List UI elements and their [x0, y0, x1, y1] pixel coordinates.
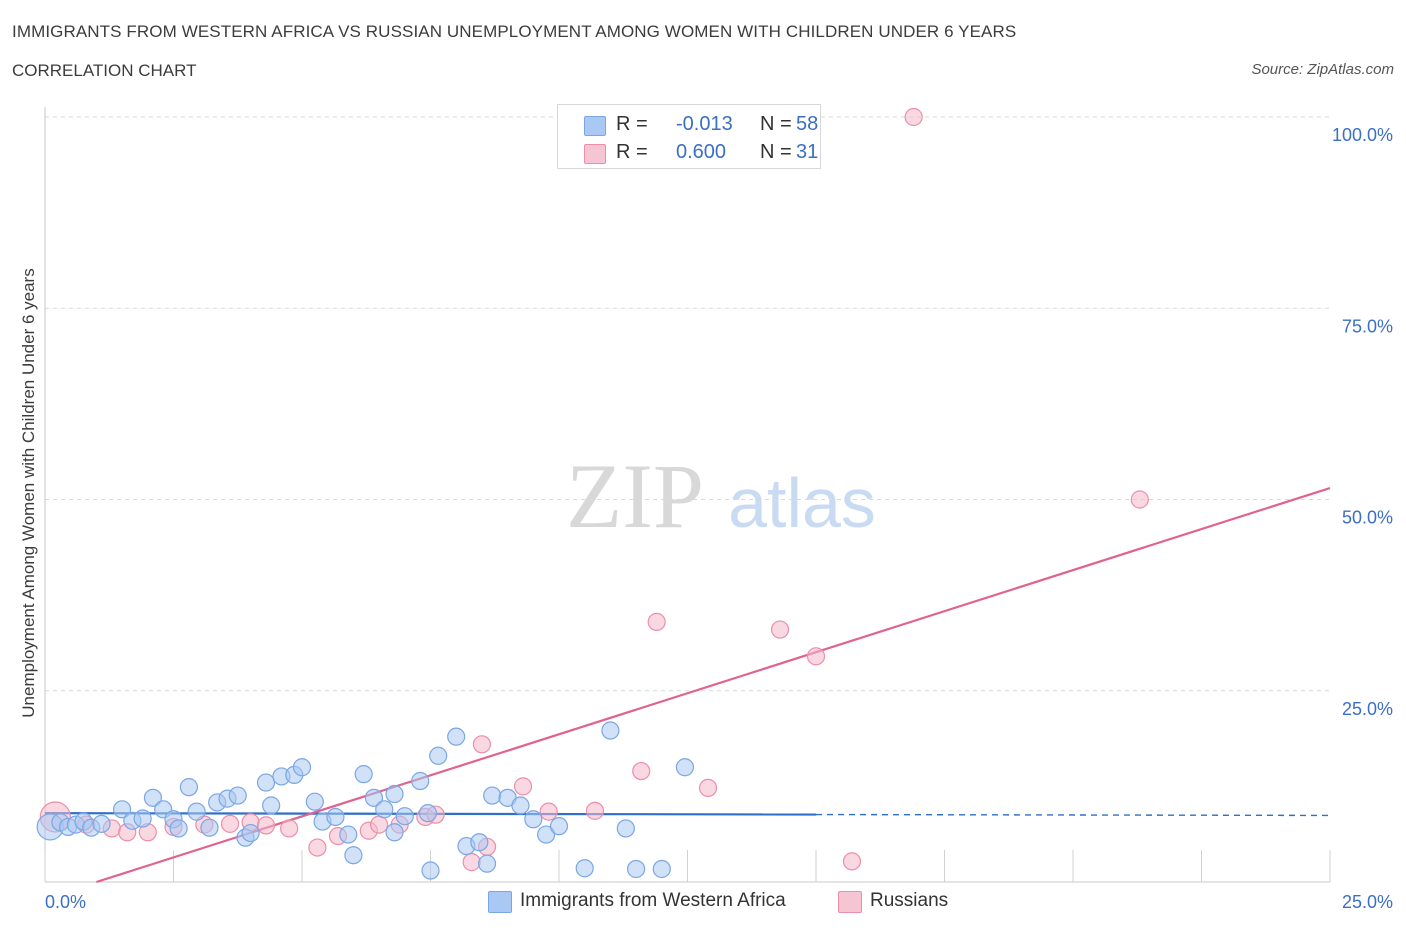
point-russians [280, 819, 299, 838]
point-western-africa [395, 807, 414, 826]
point-western-africa [511, 796, 530, 815]
r-label: R = [616, 141, 648, 163]
point-western-africa [228, 786, 247, 805]
point-western-africa [200, 818, 219, 837]
axes [44, 107, 1331, 883]
watermark-atlas: atlas [728, 464, 876, 542]
grid-lines [45, 116, 1330, 692]
point-russians [539, 802, 558, 821]
data-points [36, 107, 1149, 880]
point-western-africa [411, 771, 430, 791]
point-russians [698, 778, 718, 798]
point-western-africa [575, 859, 594, 878]
point-western-africa [354, 765, 373, 784]
point-russians [842, 852, 862, 871]
point-western-africa [601, 721, 620, 740]
x-tick-label: 0.0% [45, 892, 86, 912]
pink-swatch-icon [838, 891, 862, 913]
point-western-africa [524, 810, 543, 829]
watermark-zip: ZIP [566, 445, 704, 547]
point-russians [462, 853, 481, 872]
n-value: 31 [796, 141, 819, 163]
point-western-africa [549, 817, 569, 836]
point-western-africa [652, 859, 671, 879]
point-western-africa [675, 758, 695, 777]
point-western-africa [326, 807, 345, 827]
r-value: 0.600 [676, 141, 727, 163]
point-western-africa [143, 788, 163, 807]
r-value: -0.013 [676, 113, 733, 135]
n-value: 58 [796, 113, 819, 135]
y-tick-label: 50.0% [1342, 508, 1393, 528]
point-western-africa [447, 727, 466, 746]
point-western-africa [418, 804, 438, 823]
chart-subtitle: CORRELATION CHART [12, 61, 197, 80]
point-western-africa [626, 859, 646, 879]
point-russians [256, 816, 276, 835]
trend-line-western-africa-extension [815, 813, 1331, 817]
blue-swatch-icon [488, 891, 512, 913]
point-western-africa [477, 854, 497, 873]
point-russians [370, 815, 389, 834]
point-western-africa [385, 784, 404, 804]
watermark: ZIP atlas [566, 445, 876, 547]
point-western-africa [112, 800, 132, 819]
y-tick-label: 75.0% [1342, 316, 1393, 336]
point-western-africa [470, 833, 489, 852]
point-russians [308, 838, 327, 857]
point-western-africa [537, 825, 556, 844]
point-western-africa [241, 823, 260, 843]
point-russians [513, 777, 533, 796]
point-russians [770, 620, 790, 639]
point-western-africa [483, 786, 502, 805]
tick-labels: 100.0% 75.0% 50.0% 25.0% 0.0% 25.0% [45, 125, 1393, 912]
point-western-africa [169, 819, 188, 838]
point-western-africa [421, 861, 440, 880]
point-western-africa [256, 773, 276, 792]
point-western-africa [292, 758, 312, 777]
pink-swatch-icon [584, 144, 606, 164]
legend-label: Immigrants from Western Africa [520, 890, 786, 911]
point-western-africa [364, 788, 384, 807]
point-western-africa [92, 814, 111, 833]
point-russians [647, 612, 666, 632]
point-western-africa [305, 792, 324, 811]
point-russians [1130, 490, 1149, 509]
trend-line-russians [96, 486, 1331, 884]
n-label: N = [760, 141, 792, 163]
point-russians [632, 761, 651, 781]
y-tick-label: 25.0% [1342, 699, 1393, 719]
point-western-africa [344, 846, 363, 865]
point-western-africa [375, 800, 394, 819]
point-russians [472, 735, 491, 754]
source-credit: Source: ZipAtlas.com [1251, 61, 1394, 78]
r-label: R = [616, 113, 648, 135]
point-western-africa [385, 823, 404, 842]
n-label: N = [760, 113, 792, 135]
point-russians [806, 647, 826, 666]
point-western-africa [262, 796, 281, 815]
point-western-africa [179, 778, 199, 797]
point-russians [585, 801, 605, 820]
point-western-africa [616, 819, 635, 838]
point-russians [904, 107, 923, 127]
point-western-africa [187, 802, 206, 821]
point-western-africa [339, 825, 358, 844]
point-russians [220, 814, 240, 833]
x-tick-label: 25.0% [1342, 892, 1393, 912]
correlation-stats-box: R = -0.013 N = 58 R = 0.600 N = 31 [557, 104, 821, 169]
y-tick-label: 100.0% [1332, 125, 1393, 145]
blue-swatch-icon [584, 116, 606, 136]
point-western-africa [133, 809, 152, 828]
legend-label: Russians [870, 890, 949, 911]
chart-title: IMMIGRANTS FROM WESTERN AFRICA VS RUSSIA… [12, 22, 1017, 41]
point-western-africa [429, 746, 448, 765]
